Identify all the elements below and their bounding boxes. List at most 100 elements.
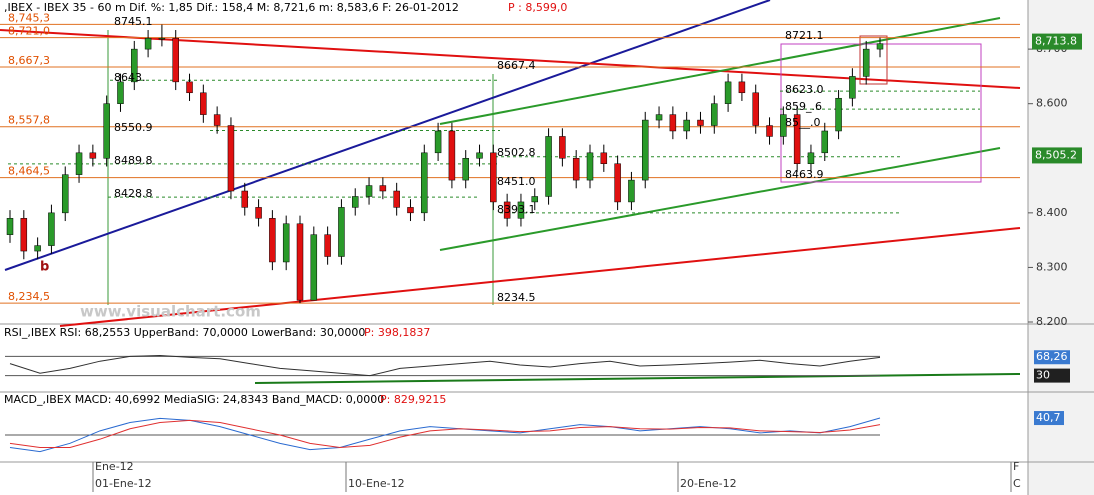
trend-line [59, 227, 1021, 327]
candle-body [103, 103, 110, 159]
candle-body [559, 136, 566, 159]
candle-body [75, 152, 83, 175]
candle-body [545, 136, 552, 197]
rsi-box-label: 68,26 [1036, 350, 1068, 363]
annotation: 8451.0 [497, 175, 536, 188]
candle-body [683, 119, 690, 132]
trend-line [4, 0, 771, 271]
annotation: 8489.8 [114, 154, 153, 167]
candle-body [600, 152, 608, 164]
annotation: 8463.9 [785, 168, 824, 181]
candle-body [310, 234, 318, 301]
candle-body [572, 158, 580, 181]
range-box [859, 35, 888, 85]
candle-body [213, 114, 221, 126]
annotation: 8234.5 [497, 291, 536, 304]
rsi-trend-line [254, 373, 1021, 384]
candle-body [117, 81, 124, 104]
y-tick-label: 8.600 [1036, 97, 1068, 110]
rsi-line [9, 354, 881, 377]
candle-body [393, 190, 400, 208]
candle-body [407, 207, 414, 214]
annotation: 859_.6 [785, 100, 822, 113]
candle-body [807, 152, 815, 164]
candle-body [628, 179, 635, 203]
x-tick-label: 20-Ene-12 [680, 477, 737, 490]
y-tick-label: 8.300 [1036, 260, 1068, 273]
candle-body [379, 185, 387, 192]
candle-body [586, 152, 594, 181]
candle-body [20, 218, 28, 252]
candle-body [131, 48, 138, 83]
annotation: 8721.1 [785, 29, 824, 42]
y-tick-label: 8.200 [1036, 315, 1068, 328]
level-label: 8,234,5 [8, 290, 50, 303]
candle-body [158, 37, 166, 40]
level-label: 8,667,3 [8, 54, 50, 67]
candle-body [255, 207, 262, 219]
candle-body [876, 43, 884, 50]
candle-body [835, 97, 842, 132]
candle-body [448, 130, 456, 181]
macd-line [9, 417, 881, 453]
candle-body [34, 245, 41, 252]
annotation: 8393.1 [497, 203, 536, 216]
annotation: 8745.1 [114, 15, 153, 28]
candle-body [862, 48, 870, 77]
annotation: 8623.0 [785, 83, 824, 96]
candle-body [282, 223, 290, 263]
trend-line [439, 17, 1001, 125]
candle-body [48, 212, 55, 246]
candle-body [365, 185, 373, 197]
macd-header: MACD_,IBEX MACD: 40,6992 MediaSIG: 24,83… [4, 393, 384, 406]
level-label: 8,721,0 [8, 25, 50, 38]
level-label: 8,745,3 [8, 11, 50, 24]
candle-body [89, 152, 97, 159]
candle-body [227, 125, 235, 192]
candle-body [296, 223, 304, 301]
rsi-box [1034, 350, 1070, 365]
annotation: 85__.0 [785, 116, 821, 129]
candle-body [61, 174, 69, 214]
candle-body [241, 190, 249, 208]
annotation: 8550.9 [114, 121, 153, 134]
candle-body [186, 81, 193, 94]
annotation: 8428.8 [114, 187, 153, 200]
rsi-header-price: P: 398,1837 [364, 326, 430, 339]
price-box-label: 8,505.2 [1035, 148, 1077, 161]
candle-body [641, 119, 649, 181]
header-price: P : 8,599,0 [508, 1, 567, 14]
candle-body [849, 76, 856, 99]
marker-label: b [40, 260, 49, 275]
candle-body [462, 158, 469, 181]
candle-body [655, 114, 663, 121]
price-box-label: 8,713.8 [1035, 35, 1077, 48]
candle-body [200, 92, 207, 115]
candle-body [476, 152, 483, 159]
candle-body [324, 234, 331, 257]
candle-body [269, 218, 276, 263]
header: ,IBEX - IBEX 35 - 60 m Dif. %: 1,85 Dif.… [4, 1, 459, 14]
x-tick-label: 10-Ene-12 [348, 477, 405, 490]
macd-box [1034, 411, 1064, 426]
candle-body [793, 114, 801, 164]
macd-header-price: P: 829,9215 [380, 393, 446, 406]
candle-body [766, 125, 773, 137]
rsi-header: RSI_,IBEX RSI: 68,2553 UpperBand: 70,000… [4, 326, 365, 339]
candle-body [517, 201, 525, 219]
candle-body [711, 103, 718, 126]
candle-body [780, 114, 787, 137]
x-tick-label: 01-Ene-12 [95, 477, 152, 490]
annotation: 8643. [114, 71, 146, 84]
candle-body [821, 130, 829, 154]
candle-body [6, 218, 14, 235]
candle-body [752, 92, 759, 126]
candle-body [614, 163, 621, 203]
annotation: 8667.4 [497, 59, 536, 72]
candle-body [172, 37, 179, 83]
candle-body [669, 114, 677, 132]
rsi-box-label: 30 [1036, 369, 1050, 382]
macd-box-label: 40,7 [1036, 411, 1061, 424]
